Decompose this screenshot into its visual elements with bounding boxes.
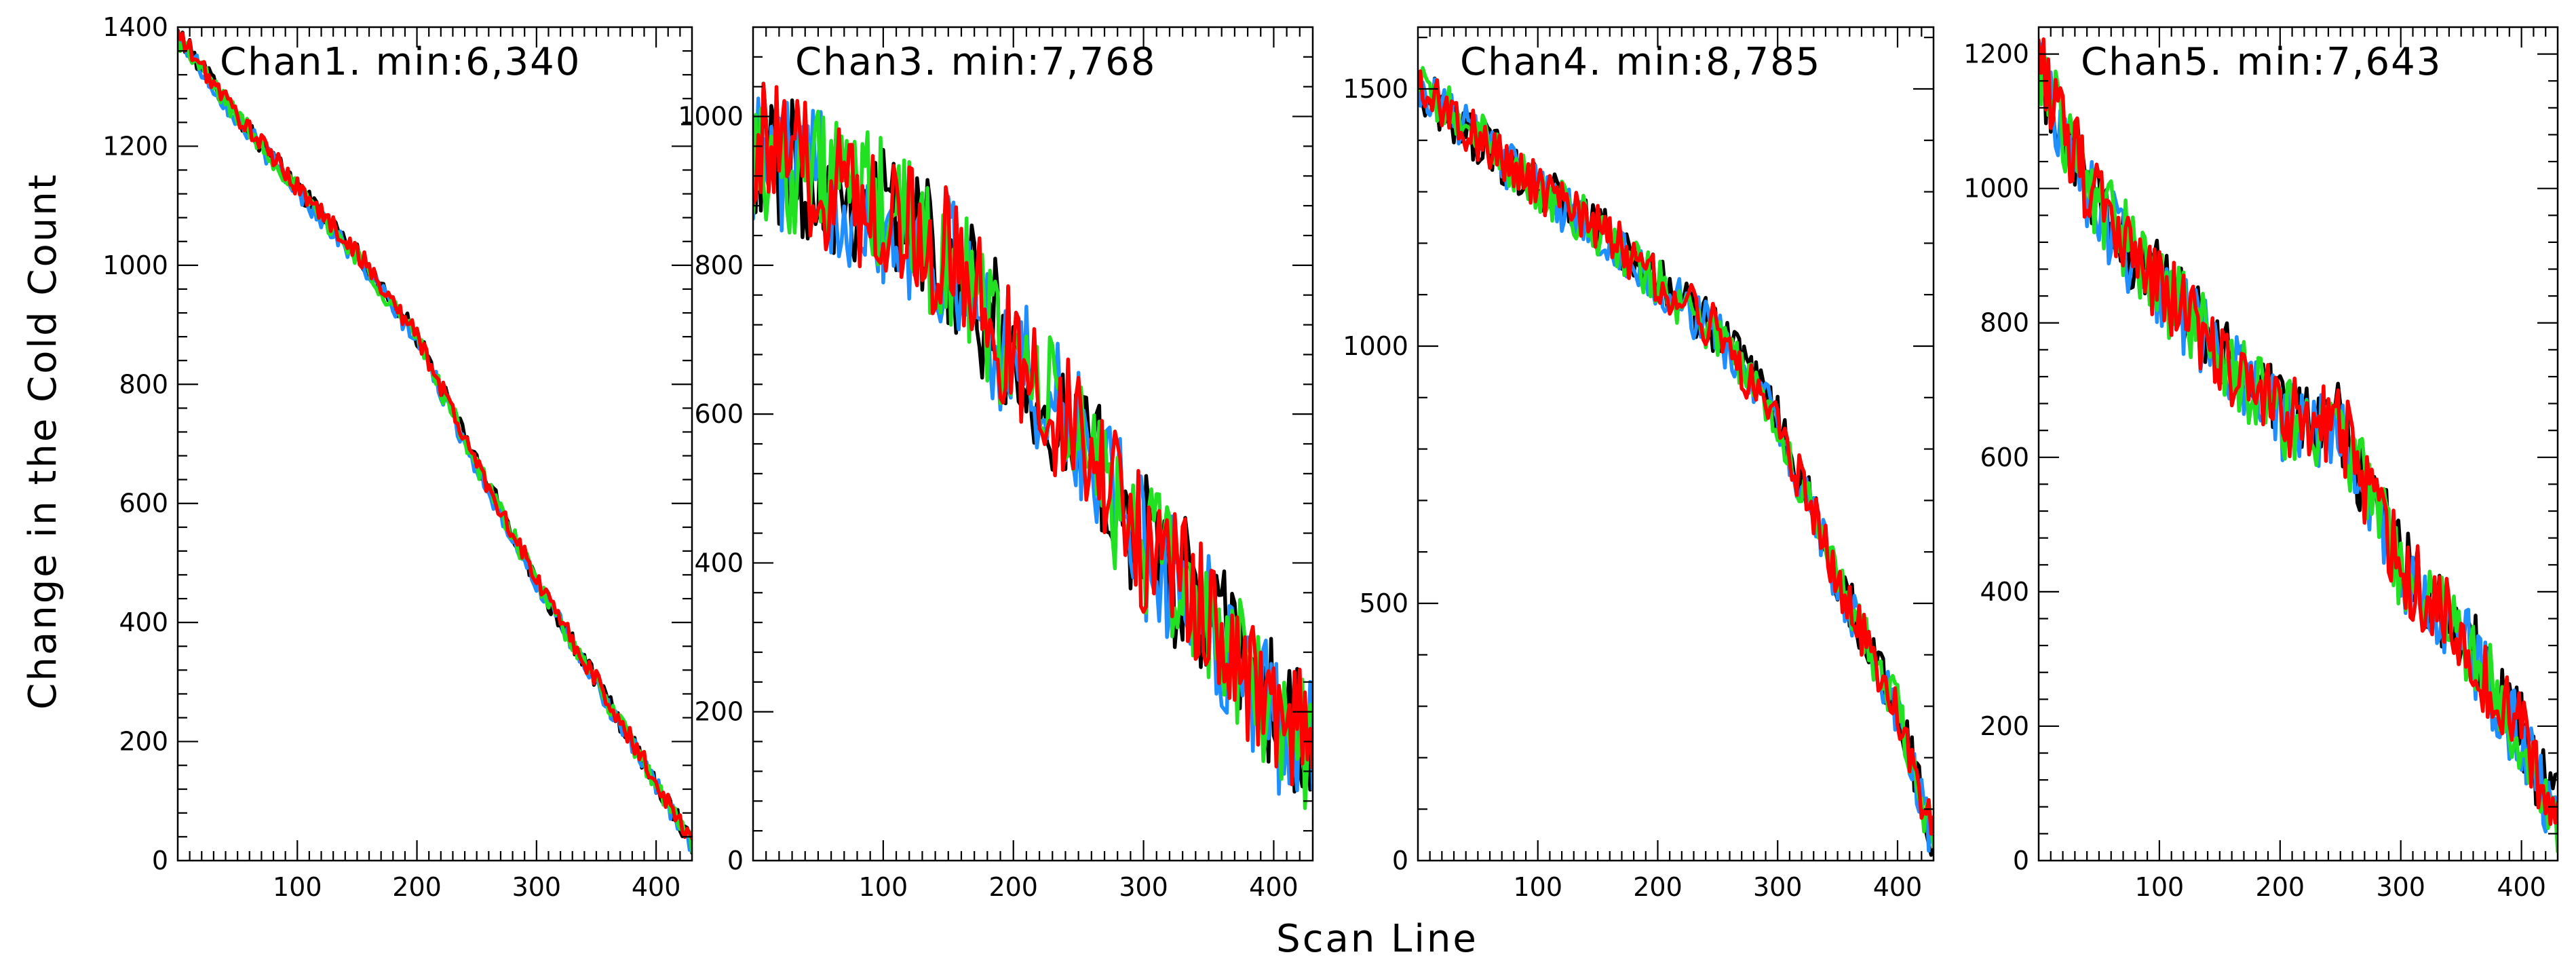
x-tick-label: 300 (1119, 872, 1168, 902)
series-line-1 (178, 28, 692, 855)
x-tick-label: 100 (1513, 872, 1562, 902)
x-tick-label: 400 (2497, 872, 2546, 902)
series-group (1418, 66, 1934, 857)
y-tick-label: 0 (152, 846, 168, 876)
y-tick-label: 0 (1392, 846, 1408, 876)
series-line-4 (178, 29, 692, 840)
chart-panel-3: 100 200 300 400 0 500 1000 1500 Chan4. min:8,785 (1343, 26, 1935, 902)
series-group (178, 28, 692, 855)
y-tick-label: 1500 (1343, 74, 1408, 104)
y-tick-label: 0 (727, 846, 744, 876)
x-tick-label: 300 (2376, 872, 2425, 902)
y-tick-label: 200 (119, 727, 168, 757)
series-line-4 (1418, 69, 1934, 836)
y-tick-label: 1200 (1963, 39, 2029, 69)
x-tick-label: 300 (1753, 872, 1803, 902)
y-axis-label: Change in the Cold Count (21, 172, 65, 709)
y-tick-label: 1400 (102, 12, 168, 42)
y-tick-label: 500 (1359, 588, 1408, 618)
series-line-3 (178, 33, 692, 854)
panel-title: Chan1. min:6,340 (220, 40, 581, 84)
chart-panel-1: 100 200 300 400 0 200 400 600 800 1000 1200 1400 Cha… (102, 12, 693, 902)
y-tick-label: 800 (1980, 308, 2029, 338)
series-line-1 (1418, 76, 1934, 857)
y-tick-label: 1000 (1343, 331, 1408, 361)
series-line-3 (1418, 66, 1934, 848)
series-group (2039, 37, 2558, 854)
plot-frame (1417, 26, 1935, 862)
panel-title: Chan3. min:7,768 (795, 40, 1156, 84)
y-tick-label: 400 (119, 607, 168, 637)
y-tick-label: 1000 (678, 102, 744, 132)
y-tick-label: 800 (119, 369, 168, 399)
y-tick-label: 400 (1980, 577, 2029, 607)
series-line-2 (2039, 39, 2558, 834)
x-tick-label: 200 (1633, 872, 1683, 902)
series-line-4 (2039, 37, 2558, 826)
y-tick-label: 600 (119, 489, 168, 519)
y-tick-label: 800 (694, 250, 744, 280)
x-tick-label: 200 (988, 872, 1038, 902)
x-tick-label: 400 (632, 872, 681, 902)
y-tick-label: 200 (694, 697, 744, 727)
series-line-3 (2039, 41, 2558, 854)
plot-frame (2037, 26, 2559, 862)
y-tick-label: 0 (2013, 846, 2029, 876)
series-line-4 (753, 81, 1313, 787)
plot-frame (176, 26, 693, 862)
y-tick-label: 200 (1980, 711, 2029, 741)
x-tick-label: 300 (512, 872, 562, 902)
y-tick-label: 1000 (102, 250, 168, 280)
x-tick-label: 200 (2256, 872, 2305, 902)
y-tick-label: 1000 (1963, 174, 2029, 204)
series-line-2 (1418, 77, 1934, 853)
x-tick-label: 100 (273, 872, 322, 902)
x-tick-label: 100 (2135, 872, 2185, 902)
x-tick-label: 200 (392, 872, 442, 902)
x-axis-label: Scan Line (1276, 917, 1478, 961)
x-tick-label: 100 (859, 872, 908, 902)
panel-title: Chan5. min:7,643 (2081, 40, 2442, 84)
series-line-1 (753, 81, 1313, 794)
chart-panel-2: 100 200 300 400 0 200 400 600 800 1000 Chan3. min:… (678, 26, 1314, 902)
y-tick-label: 600 (1980, 443, 2029, 472)
y-tick-label: 400 (694, 548, 744, 578)
x-tick-label: 400 (1249, 872, 1299, 902)
y-tick-label: 600 (694, 399, 744, 429)
series-line-2 (178, 31, 692, 852)
panel-title: Chan4. min:8,785 (1460, 40, 1821, 84)
x-tick-label: 400 (1873, 872, 1923, 902)
y-tick-label: 1200 (102, 131, 168, 161)
series-group (753, 81, 1313, 810)
chart-panel-4: 100 200 300 400 0 200 400 600 800 1000 1200 Chan5. … (1963, 26, 2559, 902)
chart-panels: 100 200 300 4000200400600800100012001400Cha… (102, 12, 2559, 902)
